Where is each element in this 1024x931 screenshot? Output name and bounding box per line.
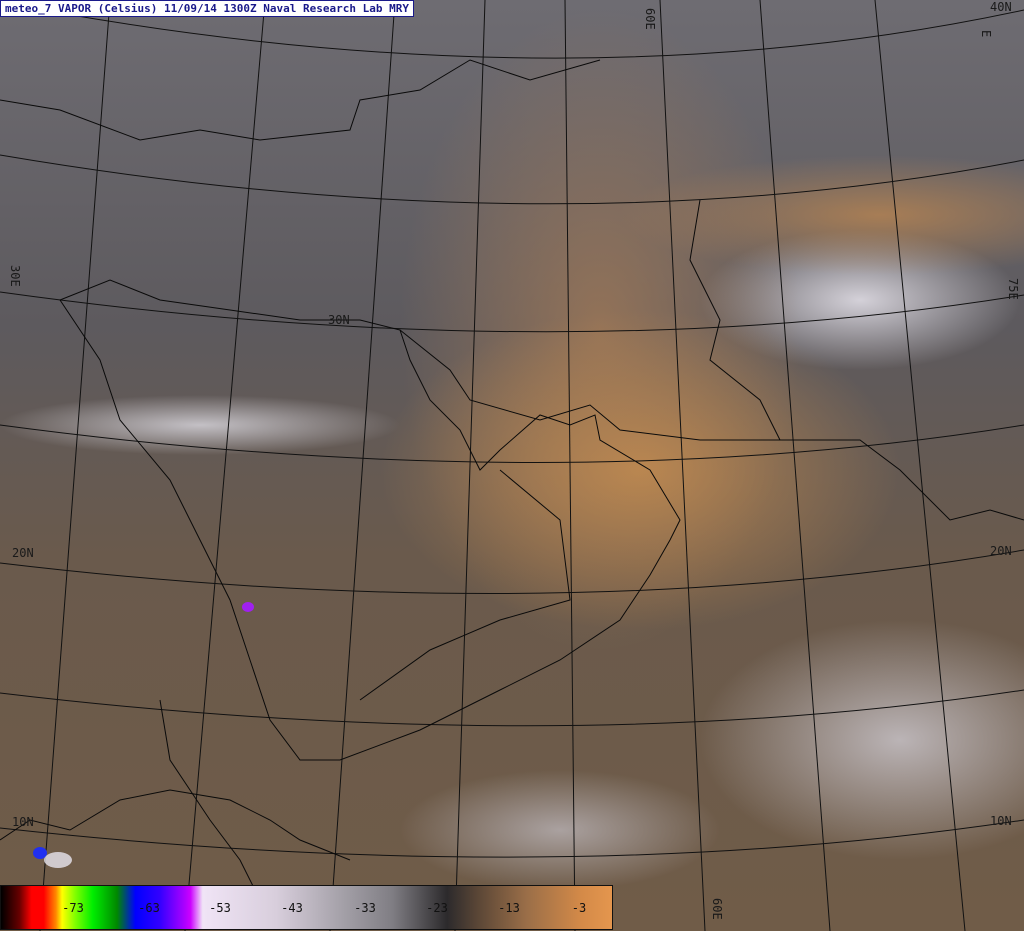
lon-line	[184, 0, 266, 931]
colorbar-tick: -13	[498, 901, 520, 915]
lat-line-15n	[0, 689, 1024, 727]
label-e: E	[979, 30, 993, 38]
lon-line	[39, 0, 111, 931]
label-60e-bottom: 60E	[710, 898, 724, 920]
label-30e: 30E	[8, 265, 22, 287]
colorbar-tick: -3	[571, 901, 587, 915]
colorbar-tick: -73	[62, 901, 84, 915]
label-20n-right: 20N	[990, 544, 1012, 558]
label-75e: 75E	[1006, 278, 1020, 300]
coastlines	[0, 59, 1024, 901]
colorbar-tick: -23	[426, 901, 448, 915]
temperature-colorbar: -73 -63 -53 -43 -33 -23 -13 -3	[0, 885, 613, 930]
label-20n-left: 20N	[12, 546, 34, 560]
colorbar-tick: -53	[209, 901, 231, 915]
colorbar-tick: -33	[354, 901, 376, 915]
lat-line-30n	[0, 291, 1024, 333]
lat-line-20n	[0, 549, 1024, 595]
image-title: meteo_7 VAPOR (Celsius) 11/09/14 1300Z N…	[0, 0, 414, 17]
lon-line	[874, 0, 966, 931]
lon-line	[329, 0, 396, 931]
lat-line-25n	[0, 424, 1024, 463]
lon-line	[659, 0, 706, 931]
colorbar-tick: -63	[138, 901, 160, 915]
lat-line-10n	[0, 819, 1024, 858]
colorbar-tick: -43	[281, 901, 303, 915]
label-10n-right: 10N	[990, 814, 1012, 828]
cold-cloud-tops	[33, 602, 254, 868]
label-10n-left: 10N	[12, 815, 34, 829]
lon-line	[564, 0, 576, 931]
label-60e-top: 60E	[643, 8, 657, 30]
label-30n: 30N	[328, 313, 350, 327]
lon-line	[454, 0, 486, 931]
label-40n: 40N	[990, 0, 1012, 14]
lat-line-35n	[0, 154, 1024, 205]
lon-line	[759, 0, 831, 931]
lat-line-40n	[0, 1, 1024, 59]
